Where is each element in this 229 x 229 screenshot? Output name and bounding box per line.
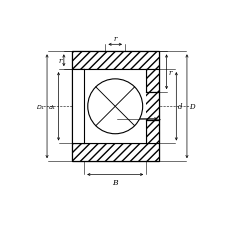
Text: D: D — [188, 103, 194, 111]
Text: $D_1$: $D_1$ — [35, 102, 45, 111]
Circle shape — [87, 79, 142, 134]
Bar — [71, 52, 158, 161]
Text: r: r — [58, 57, 61, 65]
Text: r: r — [168, 68, 171, 76]
Bar — [146, 70, 158, 93]
Text: B: B — [112, 178, 117, 186]
Bar — [140, 93, 158, 121]
Bar — [71, 52, 158, 161]
Bar — [71, 70, 84, 144]
Bar — [71, 70, 84, 144]
Bar — [146, 121, 158, 144]
Text: r: r — [110, 109, 114, 117]
Bar — [71, 52, 158, 70]
Text: d: d — [177, 103, 182, 111]
Bar — [84, 70, 146, 144]
Bar — [71, 144, 158, 161]
Text: $d_1$: $d_1$ — [48, 102, 57, 111]
Text: r: r — [113, 35, 116, 43]
